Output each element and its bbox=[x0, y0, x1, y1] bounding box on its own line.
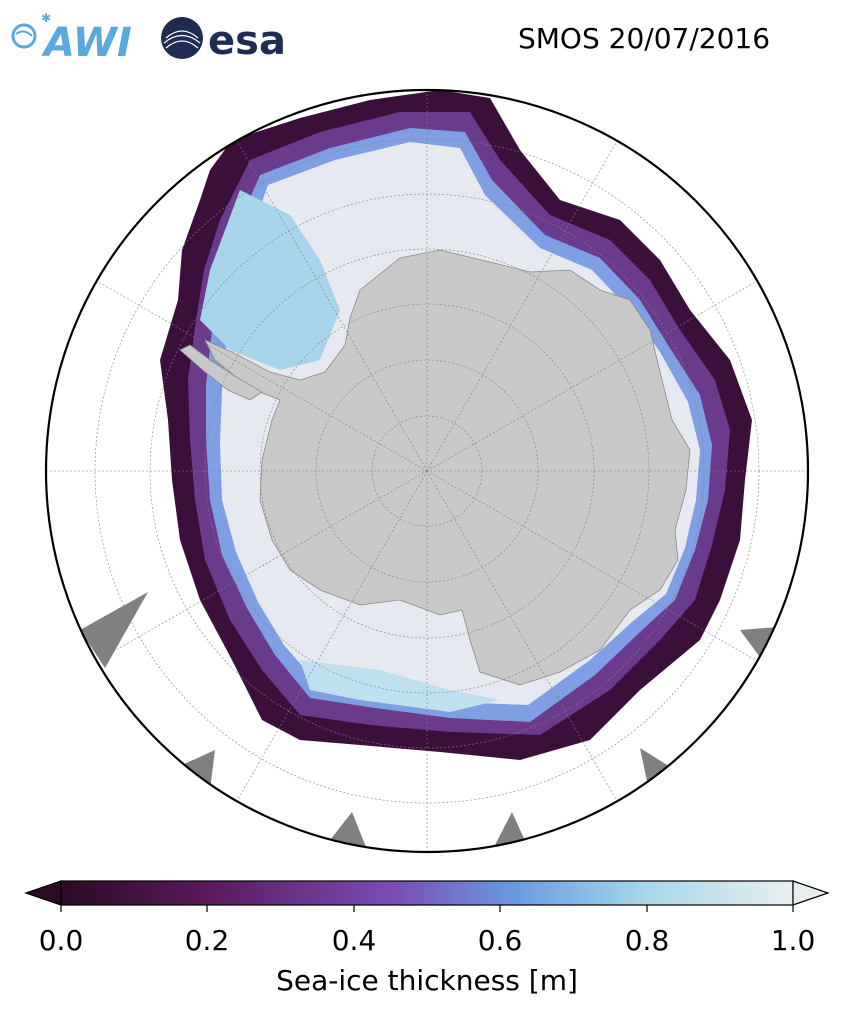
colorbar-max-extend bbox=[792, 880, 830, 906]
antarctica-land bbox=[204, 249, 691, 686]
colorbar-ticks bbox=[60, 905, 794, 912]
svg-text:✱: ✱ bbox=[41, 11, 51, 25]
graticule bbox=[46, 90, 808, 852]
colorbar-tick-label: 1.0 bbox=[770, 924, 816, 957]
colorbar-tick-label: 0.2 bbox=[184, 924, 230, 957]
polar-map bbox=[44, 88, 810, 854]
colorbar bbox=[24, 880, 830, 912]
sea-ice-weddell-patch bbox=[200, 190, 340, 370]
esa-logo: esa bbox=[158, 8, 308, 64]
map-boundary bbox=[44, 88, 810, 854]
colorbar-tick-label: 0.8 bbox=[624, 924, 670, 957]
colorbar-label: Sea-ice thickness [m] bbox=[276, 964, 578, 997]
map-title: SMOS 20/07/2016 bbox=[518, 22, 771, 55]
antarctic-peninsula bbox=[179, 344, 263, 401]
esa-logo-text: esa bbox=[208, 18, 286, 64]
awi-logo-text: AWI bbox=[41, 20, 132, 64]
colorbar-gradient bbox=[60, 880, 794, 906]
colorbar-tick-label: 0.4 bbox=[331, 924, 377, 957]
colorbar-min-extend bbox=[24, 880, 62, 906]
colorbar-tick-label: 0.0 bbox=[38, 924, 84, 957]
colorbar-tick-label: 0.6 bbox=[477, 924, 523, 957]
sea-ice-ross-patch bbox=[300, 660, 500, 712]
awi-logo: ✱ AWI bbox=[8, 8, 148, 66]
